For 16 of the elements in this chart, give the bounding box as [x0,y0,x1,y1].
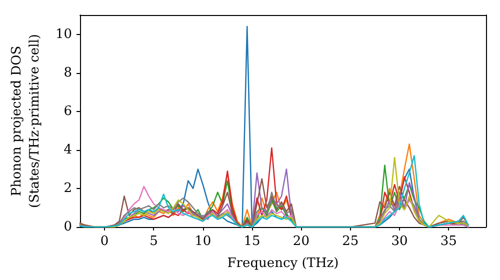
y-tick-label: 2 [64,180,72,196]
y-tick-label: 10 [55,26,72,42]
x-tick-label: 5 [150,234,158,249]
y-tick-label: 8 [64,65,72,80]
x-tick-label: 20 [292,234,310,249]
x-tick-label: 35 [440,234,457,249]
x-tick-label: 10 [194,234,212,249]
x-axis-title: Frequency (THz) [227,256,339,271]
y-tick-label: 6 [64,104,72,119]
x-tick-label: 15 [244,234,260,249]
x-tick-label: 25 [342,234,359,249]
y-tick-label: 0 [64,220,72,234]
x-tick-label: 30 [391,234,408,249]
y-tick-label: 4 [64,142,72,158]
x-tick-label: 0 [100,234,109,249]
y-axis-title: Phonon projected DOS (States/THz·primitive cell) [10,34,42,208]
